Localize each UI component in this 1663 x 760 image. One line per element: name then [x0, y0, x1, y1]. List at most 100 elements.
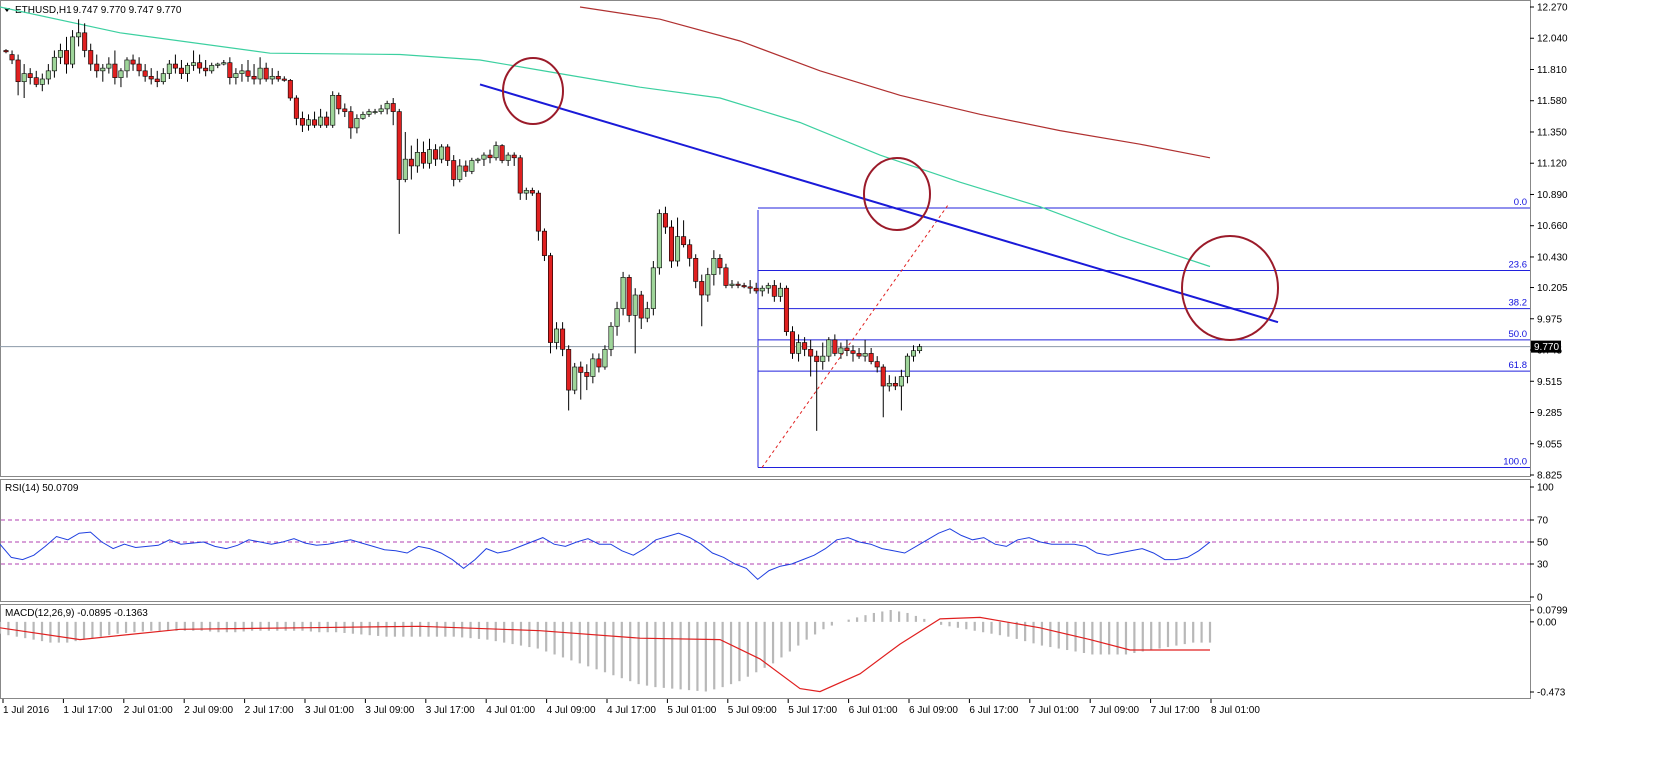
candle-body-bear — [723, 267, 729, 286]
candle — [360, 111, 366, 120]
candle — [505, 152, 511, 166]
candle-body-bear — [433, 149, 439, 160]
candle — [662, 206, 668, 234]
candle-body-bull — [572, 366, 578, 391]
candle-body-bull — [602, 349, 608, 368]
fib-level-label: 23.6 — [1509, 260, 1528, 271]
candle — [814, 350, 820, 431]
candle — [172, 54, 178, 74]
candle — [318, 108, 324, 128]
candle-body-bear — [535, 192, 541, 232]
candle — [789, 326, 795, 359]
candle — [626, 274, 632, 323]
candle — [9, 50, 15, 65]
candle — [868, 347, 874, 365]
macd-label: MACD(12,26,9) -0.0895 -0.1363 — [5, 608, 148, 619]
candle-body-bear — [463, 165, 469, 172]
candle-body-bear — [203, 67, 209, 72]
candle-body-bear — [245, 70, 251, 77]
candle-body-bull — [305, 119, 311, 126]
candle-body-bull — [221, 62, 227, 65]
candle-body-bull — [106, 63, 112, 69]
candle-body-bear — [251, 75, 257, 80]
fib-diagonal-line — [761, 204, 949, 468]
candle-body-bear — [293, 97, 299, 119]
candle-body-bear — [348, 111, 354, 129]
candle-body-bear — [693, 258, 699, 282]
candle — [378, 104, 384, 115]
candle — [487, 149, 493, 164]
candle-body-bull — [21, 73, 27, 83]
time-tick-label: 7 Jul 17:00 — [1151, 705, 1200, 716]
time-tick-label: 1 Jul 17:00 — [63, 705, 112, 716]
candle-body-bear — [263, 67, 269, 80]
price-tick-label: 9.055 — [1537, 439, 1562, 450]
candle — [439, 144, 445, 164]
price-tick-label: 11.810 — [1537, 65, 1567, 76]
candle — [759, 285, 765, 297]
candle-body-bear — [832, 339, 838, 354]
candle — [723, 263, 729, 289]
candle — [656, 209, 662, 275]
candle — [584, 364, 590, 391]
candle-body-bear — [82, 32, 88, 51]
time-tick-label: 2 Jul 17:00 — [245, 705, 294, 716]
candle-body-bear — [172, 63, 178, 69]
candle-body-bull — [898, 376, 904, 387]
candle-body-bull — [414, 152, 420, 167]
price-tick-label: 10.430 — [1537, 252, 1568, 263]
candle — [572, 362, 578, 395]
candle — [777, 282, 783, 302]
candle-body-bear — [638, 294, 644, 319]
candle — [638, 290, 644, 329]
candle — [160, 68, 166, 85]
candle — [64, 36, 70, 74]
time-tick-label: 1 Jul 2016 — [3, 705, 50, 716]
candle-body-bull — [505, 154, 511, 161]
candle — [130, 54, 136, 71]
candle — [136, 57, 142, 77]
candle — [312, 111, 318, 128]
rsi-tick-label: 0 — [1537, 593, 1543, 604]
candle-body-bull — [886, 383, 892, 387]
candle-body-bear — [808, 349, 814, 357]
candle — [469, 157, 475, 175]
candle — [554, 322, 560, 350]
candle-body-bull — [378, 108, 384, 112]
current-price-value: 9.770 — [1534, 342, 1559, 353]
candle — [590, 353, 596, 384]
candle-body-bull — [765, 285, 771, 289]
candle — [644, 301, 650, 323]
time-tick-label: 7 Jul 01:00 — [1030, 705, 1079, 716]
candle — [336, 92, 342, 115]
price-tick-label: 11.120 — [1537, 159, 1567, 170]
candle-body-bear — [3, 50, 9, 53]
candle-body-bull — [257, 67, 263, 80]
candle — [45, 64, 51, 85]
rsi-panel: RSI(14) 50.0709 — [0, 483, 1530, 581]
candle — [257, 57, 263, 85]
candle-body-bear — [578, 366, 584, 373]
macd-tick-label: -0.473 — [1537, 688, 1566, 699]
candle-body-bear — [783, 287, 789, 332]
candle-body-bull — [209, 65, 215, 72]
candle — [324, 111, 330, 128]
candle-body-bear — [197, 62, 203, 69]
candle-body-bull — [402, 158, 408, 180]
candle — [414, 138, 420, 173]
highlight-circle — [1181, 235, 1279, 341]
candle — [675, 217, 681, 267]
candle — [517, 155, 523, 200]
candle-body-bear — [753, 287, 759, 292]
candle-body-bull — [820, 355, 826, 362]
candle — [602, 345, 608, 370]
candle — [433, 144, 439, 166]
candle-body-bear — [142, 70, 148, 77]
candle — [348, 106, 354, 139]
candle — [185, 62, 191, 82]
candle-body-bull — [675, 236, 681, 262]
candle — [898, 369, 904, 411]
trend-line — [479, 83, 1279, 324]
candle-body-bull — [917, 346, 923, 351]
